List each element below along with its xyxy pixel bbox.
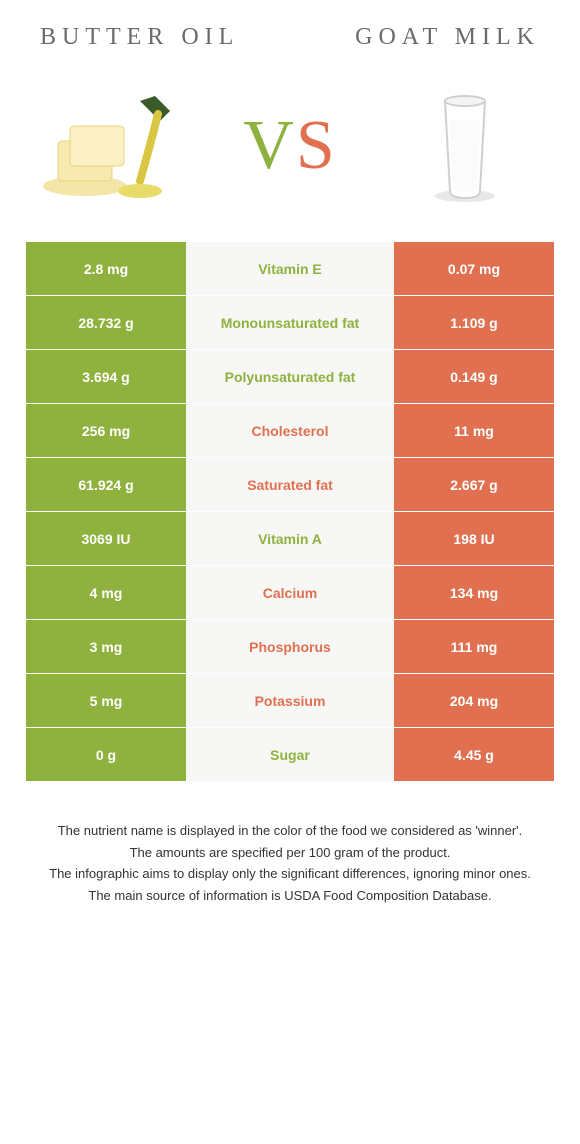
nutrient-label: Vitamin A (186, 512, 394, 565)
table-row: 4 mgCalcium134 mg (26, 565, 554, 619)
table-row: 3 mgPhosphorus111 mg (26, 619, 554, 673)
nutrient-label: Polyunsaturated fat (186, 350, 394, 403)
right-value: 134 mg (394, 566, 554, 619)
left-value: 256 mg (26, 404, 186, 457)
right-value: 0.07 mg (394, 242, 554, 295)
nutrient-label: Sugar (186, 728, 394, 781)
right-value: 204 mg (394, 674, 554, 727)
left-value: 2.8 mg (26, 242, 186, 295)
table-row: 2.8 mgVitamin E0.07 mg (26, 241, 554, 295)
footer: The nutrient name is displayed in the co… (0, 781, 580, 927)
nutrient-label: Calcium (186, 566, 394, 619)
title-left: BUTTER OIL (40, 24, 239, 51)
hero: VS (0, 61, 580, 241)
right-value: 4.45 g (394, 728, 554, 781)
footer-line-4: The main source of information is USDA F… (30, 886, 550, 906)
goat-milk-image (390, 81, 540, 211)
vs-label: VS (243, 106, 337, 186)
vs-s: S (296, 107, 337, 184)
left-value: 4 mg (26, 566, 186, 619)
left-value: 3 mg (26, 620, 186, 673)
right-value: 2.667 g (394, 458, 554, 511)
nutrient-label: Phosphorus (186, 620, 394, 673)
left-value: 5 mg (26, 674, 186, 727)
title-right: GOAT MILK (355, 24, 540, 51)
left-value: 0 g (26, 728, 186, 781)
nutrient-label: Cholesterol (186, 404, 394, 457)
table-row: 61.924 gSaturated fat2.667 g (26, 457, 554, 511)
footer-line-1: The nutrient name is displayed in the co… (30, 821, 550, 841)
comparison-table: 2.8 mgVitamin E0.07 mg28.732 gMonounsatu… (26, 241, 554, 781)
right-value: 11 mg (394, 404, 554, 457)
butter-oil-image (40, 81, 190, 211)
footer-line-3: The infographic aims to display only the… (30, 864, 550, 884)
right-value: 0.149 g (394, 350, 554, 403)
header: BUTTER OIL GOAT MILK (0, 0, 580, 61)
footer-line-2: The amounts are specified per 100 gram o… (30, 843, 550, 863)
nutrient-label: Potassium (186, 674, 394, 727)
nutrient-label: Monounsaturated fat (186, 296, 394, 349)
left-value: 28.732 g (26, 296, 186, 349)
vs-v: V (243, 107, 296, 184)
nutrient-label: Saturated fat (186, 458, 394, 511)
left-value: 3069 IU (26, 512, 186, 565)
table-row: 28.732 gMonounsaturated fat1.109 g (26, 295, 554, 349)
table-row: 3069 IUVitamin A198 IU (26, 511, 554, 565)
right-value: 111 mg (394, 620, 554, 673)
right-value: 198 IU (394, 512, 554, 565)
left-value: 3.694 g (26, 350, 186, 403)
table-row: 5 mgPotassium204 mg (26, 673, 554, 727)
nutrient-label: Vitamin E (186, 242, 394, 295)
table-row: 256 mgCholesterol11 mg (26, 403, 554, 457)
table-row: 3.694 gPolyunsaturated fat0.149 g (26, 349, 554, 403)
table-row: 0 gSugar4.45 g (26, 727, 554, 781)
right-value: 1.109 g (394, 296, 554, 349)
left-value: 61.924 g (26, 458, 186, 511)
